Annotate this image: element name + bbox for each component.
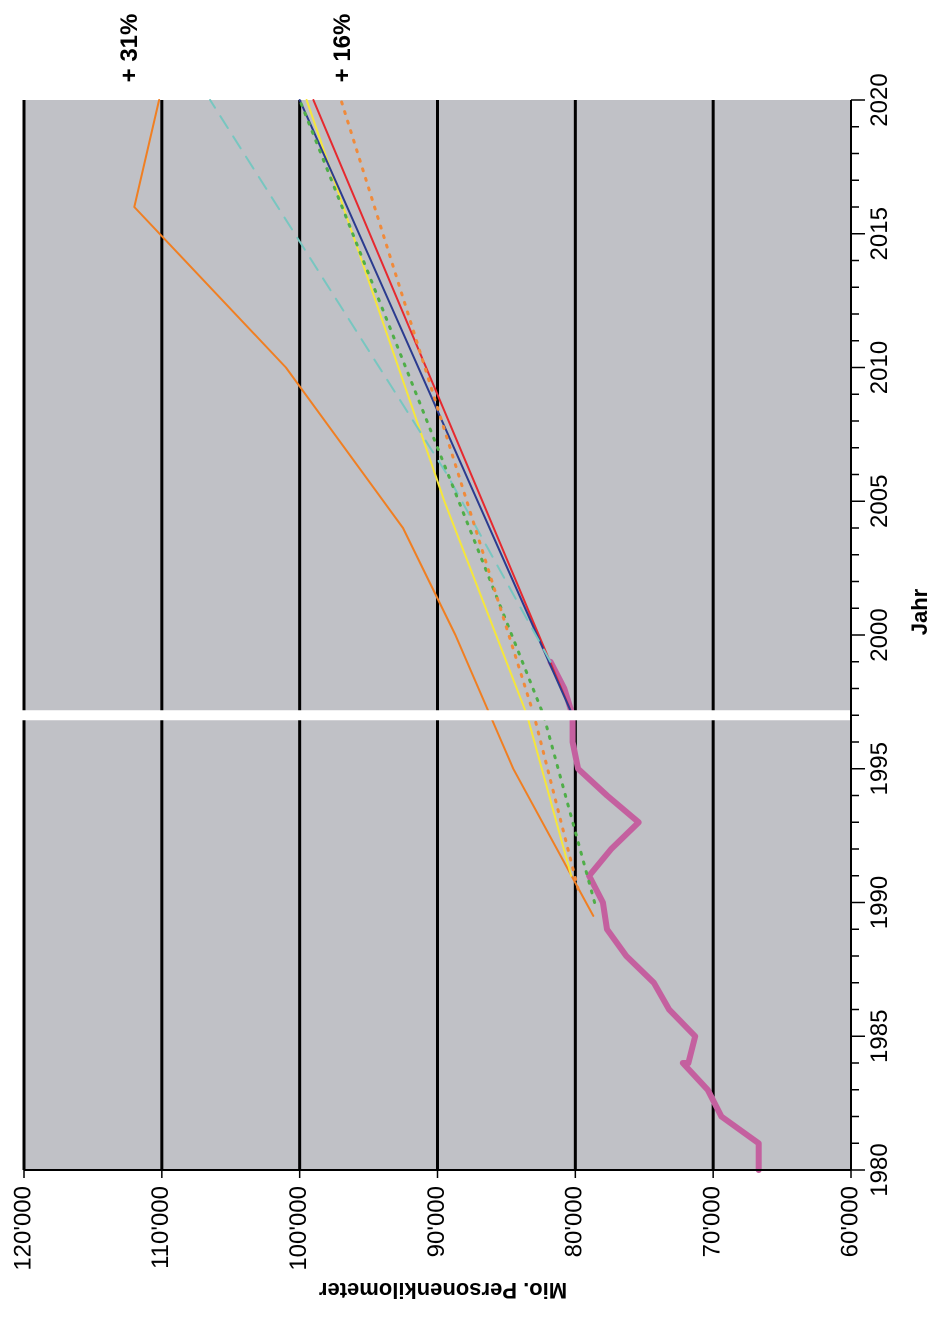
- series-line-2: [305, 99, 573, 877]
- y-tick-label: 120'000: [9, 1186, 36, 1271]
- series-lines: [133, 98, 762, 1173]
- x-tick-label: 2005: [866, 475, 893, 528]
- series-line-5: [209, 99, 552, 663]
- annotation-plus-16: + 16%: [329, 14, 356, 83]
- x-tick-label: 1990: [866, 876, 893, 929]
- y-tick-label: 60'000: [836, 1186, 863, 1257]
- series-line-0: [547, 658, 762, 1173]
- tick-labels: 60'000 70'000 80'000 90'000 100'000 110'000 12…: [9, 73, 893, 1270]
- x-tick-label: 2015: [866, 207, 893, 260]
- y-tick-label: 90'000: [423, 1186, 450, 1257]
- x-tick-label: 1995: [866, 742, 893, 795]
- y-tick-label: 80'000: [561, 1186, 588, 1257]
- x-tick-label: 1980: [866, 1143, 893, 1196]
- x-tick-label: 1985: [866, 1010, 893, 1063]
- x-tick-label: 2020: [866, 73, 893, 126]
- x-tick-label: 2010: [866, 341, 893, 394]
- y-tick-label: 100'000: [285, 1186, 312, 1271]
- x-tick-label: 2000: [866, 608, 893, 661]
- axes: [23, 99, 865, 1178]
- gridlines: [22, 100, 715, 1170]
- series-line-3: [312, 99, 574, 717]
- y-axis-title: Mio. Personenkilometer: [318, 1278, 567, 1303]
- y-tick-label: 110'000: [147, 1186, 174, 1269]
- y-tick-label: 70'000: [699, 1186, 726, 1257]
- x-axis-title: Jahr: [907, 588, 932, 635]
- series-line-1: [133, 99, 595, 917]
- annotation-plus-31: + 31%: [116, 14, 143, 83]
